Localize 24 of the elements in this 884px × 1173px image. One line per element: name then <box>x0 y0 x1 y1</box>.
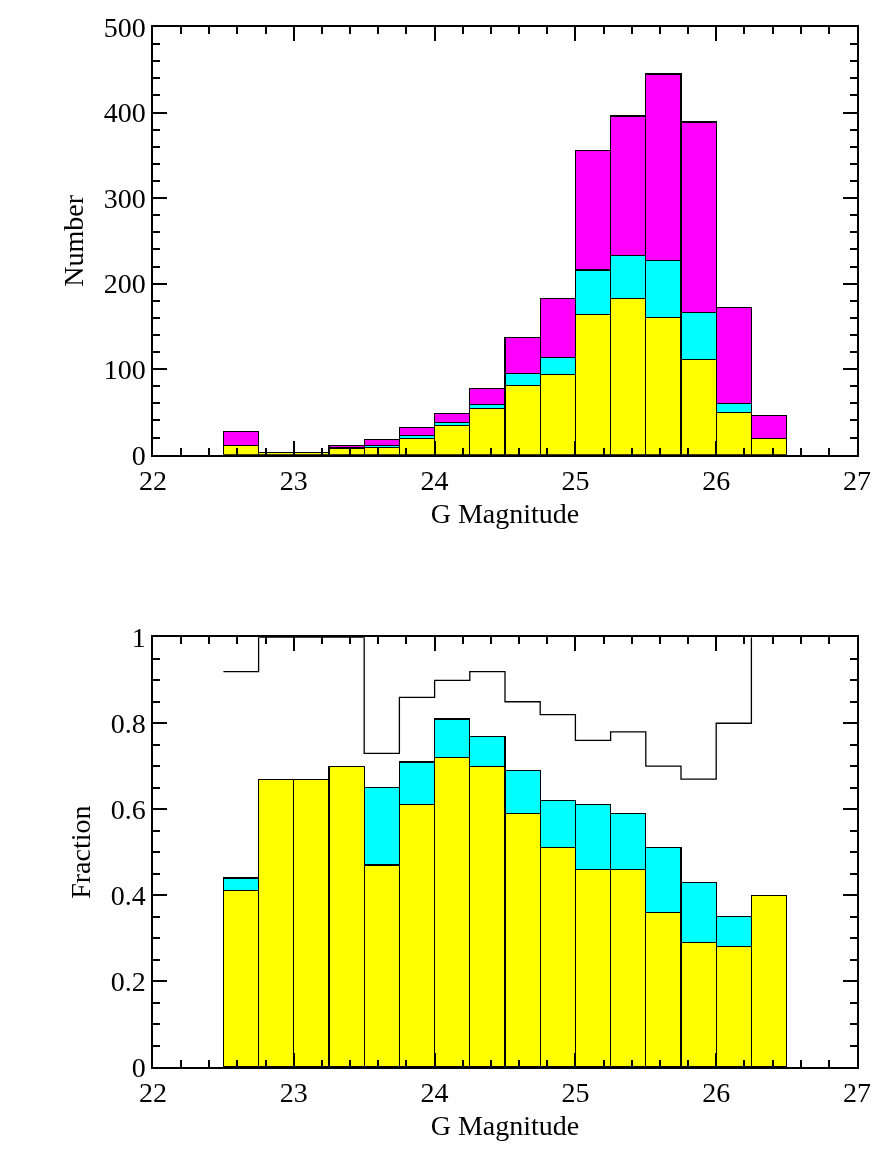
y-tick-label: 0.4 <box>110 879 146 911</box>
y-axis-title: Fraction <box>64 805 96 899</box>
x-tick-label: 26 <box>702 1077 731 1109</box>
x-tick-label: 27 <box>843 1077 871 1109</box>
x-tick-label: 23 <box>279 465 308 497</box>
y-tick-label: 1 <box>131 622 146 654</box>
y-tick-label: 300 <box>103 182 146 214</box>
y-axis-title: Number <box>57 194 89 287</box>
y-tick-label: 0.6 <box>110 793 146 825</box>
x-tick-label: 27 <box>843 465 871 497</box>
x-axis-title: G Magnitude <box>430 497 580 529</box>
y-tick-label: 0.8 <box>110 708 146 740</box>
x-tick-label: 24 <box>420 465 449 497</box>
y-tick-label: 0.2 <box>110 965 146 997</box>
x-tick-label: 23 <box>279 1077 308 1109</box>
x-tick-label: 25 <box>561 465 590 497</box>
x-axis-title: G Magnitude <box>430 1109 580 1141</box>
x-tick-label: 25 <box>561 1077 590 1109</box>
x-tick-label: 24 <box>420 1077 449 1109</box>
y-tick-label: 500 <box>103 11 146 43</box>
y-tick-label: 200 <box>103 268 146 300</box>
y-tick-label: 100 <box>103 353 146 385</box>
x-tick-label: 26 <box>702 465 731 497</box>
y-tick-label: 400 <box>103 97 146 129</box>
